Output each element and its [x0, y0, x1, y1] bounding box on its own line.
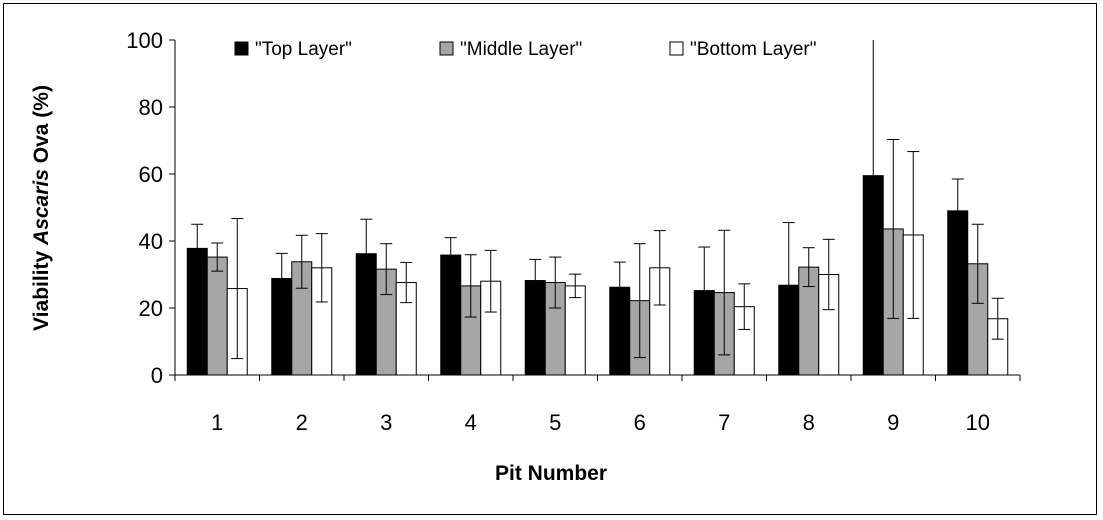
y-tick-label: 0 — [151, 363, 163, 388]
x-tick-label: 8 — [803, 410, 815, 435]
legend-swatch — [669, 41, 684, 56]
y-tick-label: 100 — [126, 28, 163, 53]
bar — [564, 285, 586, 376]
y-tick-label: 20 — [139, 296, 163, 321]
legend-label: "Top Layer" — [255, 39, 352, 60]
legend-swatch — [439, 41, 454, 56]
y-tick-label: 80 — [139, 95, 163, 120]
y-axis-title-post: Ova (%) — [30, 85, 53, 169]
y-axis-title-italic: Ascaris — [30, 169, 53, 246]
legend-swatch — [234, 41, 249, 56]
x-axis-title: Pit Number — [495, 462, 607, 485]
y-tick-label: 40 — [139, 229, 163, 254]
y-axis-title-pre: Viability — [30, 245, 53, 331]
x-tick-label: 7 — [718, 410, 730, 435]
x-tick-label: 5 — [549, 410, 561, 435]
x-tick-label: 4 — [465, 410, 477, 435]
x-tick-label: 1 — [211, 410, 223, 435]
x-tick-label: 9 — [887, 410, 899, 435]
bar — [206, 256, 228, 376]
y-axis-title: Viability Ascaris Ova (%) — [30, 85, 53, 331]
bar — [440, 254, 462, 376]
legend-label: "Middle Layer" — [460, 39, 582, 60]
svg-text:Viability Ascaris Ova (%): Viability Ascaris Ova (%) — [30, 85, 53, 331]
y-tick-label: 60 — [139, 162, 163, 187]
legend-label: "Bottom Layer" — [690, 39, 817, 60]
x-tick-label: 2 — [296, 410, 308, 435]
x-tick-label: 3 — [380, 410, 392, 435]
x-tick-label: 6 — [634, 410, 646, 435]
x-tick-label: 10 — [966, 410, 990, 435]
